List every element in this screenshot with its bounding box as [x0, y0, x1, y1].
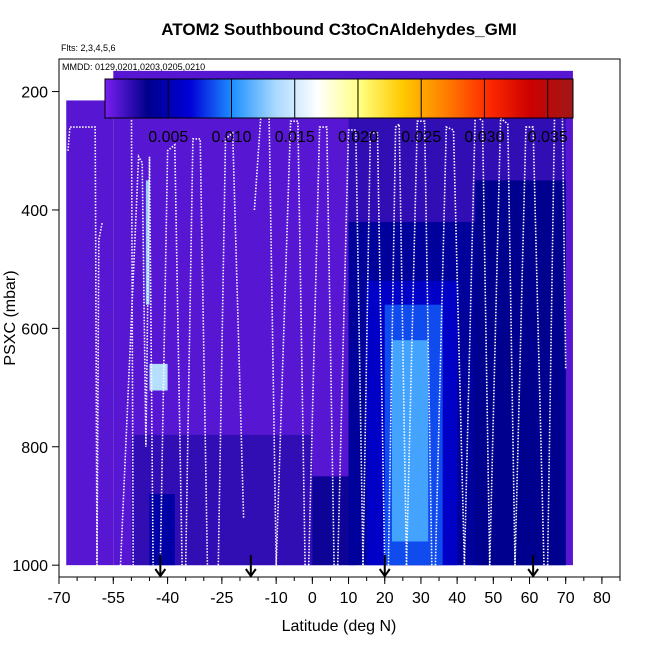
x-tick-label: -55 — [102, 590, 125, 607]
y-tick-label: 200 — [21, 85, 48, 102]
y-tick-label: 400 — [21, 203, 48, 220]
arrow-head — [154, 568, 167, 578]
x-tick-label: -70 — [47, 590, 70, 607]
x-tick-label: 10 — [340, 590, 358, 607]
flight-track — [463, 113, 491, 566]
flight-track — [184, 138, 209, 566]
x-tick-label: 50 — [484, 590, 502, 607]
heatmap-cell — [66, 100, 114, 566]
x-tick-label: 40 — [448, 590, 466, 607]
x-tick-label: 0 — [308, 590, 317, 607]
x-tick-label: 70 — [557, 590, 575, 607]
colorbar-tick-label: 0.015 — [275, 129, 315, 146]
x-axis-label: Latitude (deg N) — [282, 618, 397, 635]
arrows-layer — [154, 555, 539, 578]
x-tick-label: 60 — [521, 590, 539, 607]
colorbar — [104, 78, 574, 119]
flight-track — [514, 126, 545, 566]
flights-subtitle: Flts: 2,3,4,5,6 — [61, 43, 116, 53]
x-tick-label: 30 — [412, 590, 430, 607]
flight-track — [405, 120, 433, 566]
flight-track — [275, 120, 306, 566]
colorbar-tick-label: 0.025 — [401, 129, 441, 146]
flight-track — [67, 126, 104, 566]
colorbar-ticks: 0.005 0.010 0.015 0.020 0.025 0.030 0.035 — [148, 79, 568, 146]
y-axis-label: PSXC (mbar) — [2, 270, 19, 365]
flight-track — [307, 126, 335, 566]
x-tick-label: -25 — [210, 590, 233, 607]
dates-subtitle: MMDD: 0129,0201,0203,0205,0210 — [62, 62, 205, 72]
flight-track — [217, 131, 245, 566]
heatmap-cell — [149, 363, 168, 391]
heatmap-cell — [312, 476, 356, 566]
colorbar-tick-label: 0.005 — [148, 129, 188, 146]
flight-track — [362, 132, 386, 566]
arrow-head — [245, 568, 257, 578]
colorbar-tick-label: 0.035 — [528, 129, 568, 146]
y-tick-label: 1000 — [12, 558, 48, 575]
x-tick-label: -10 — [265, 590, 288, 607]
y-tick-label: 800 — [21, 440, 48, 457]
colorbar-tick-label: 0.030 — [464, 129, 504, 146]
x-tick-label: 20 — [376, 590, 394, 607]
colorbar-tick-label: 0.010 — [211, 129, 251, 146]
flight-track — [336, 129, 364, 566]
y-axis: 200 400 600 800 1000 — [12, 85, 59, 575]
colorbar-tick-label: 0.020 — [338, 129, 378, 146]
flight-track — [159, 143, 183, 566]
x-tick-label: 80 — [593, 590, 611, 607]
y-tick-label: 600 — [21, 321, 48, 338]
flight-track — [387, 122, 408, 566]
chart-title: ATOM2 Southbound C3toCnAldehydes_GMI — [161, 20, 516, 39]
flight-track — [434, 125, 466, 566]
arrow-head — [378, 568, 391, 578]
x-tick-label: -40 — [156, 590, 179, 607]
arrow-head — [527, 568, 539, 578]
plot-frame — [58, 58, 621, 578]
x-axis: -70 -55 -40 -25 -10 0 10 20 30 40 50 60 70 80 — [47, 577, 621, 607]
